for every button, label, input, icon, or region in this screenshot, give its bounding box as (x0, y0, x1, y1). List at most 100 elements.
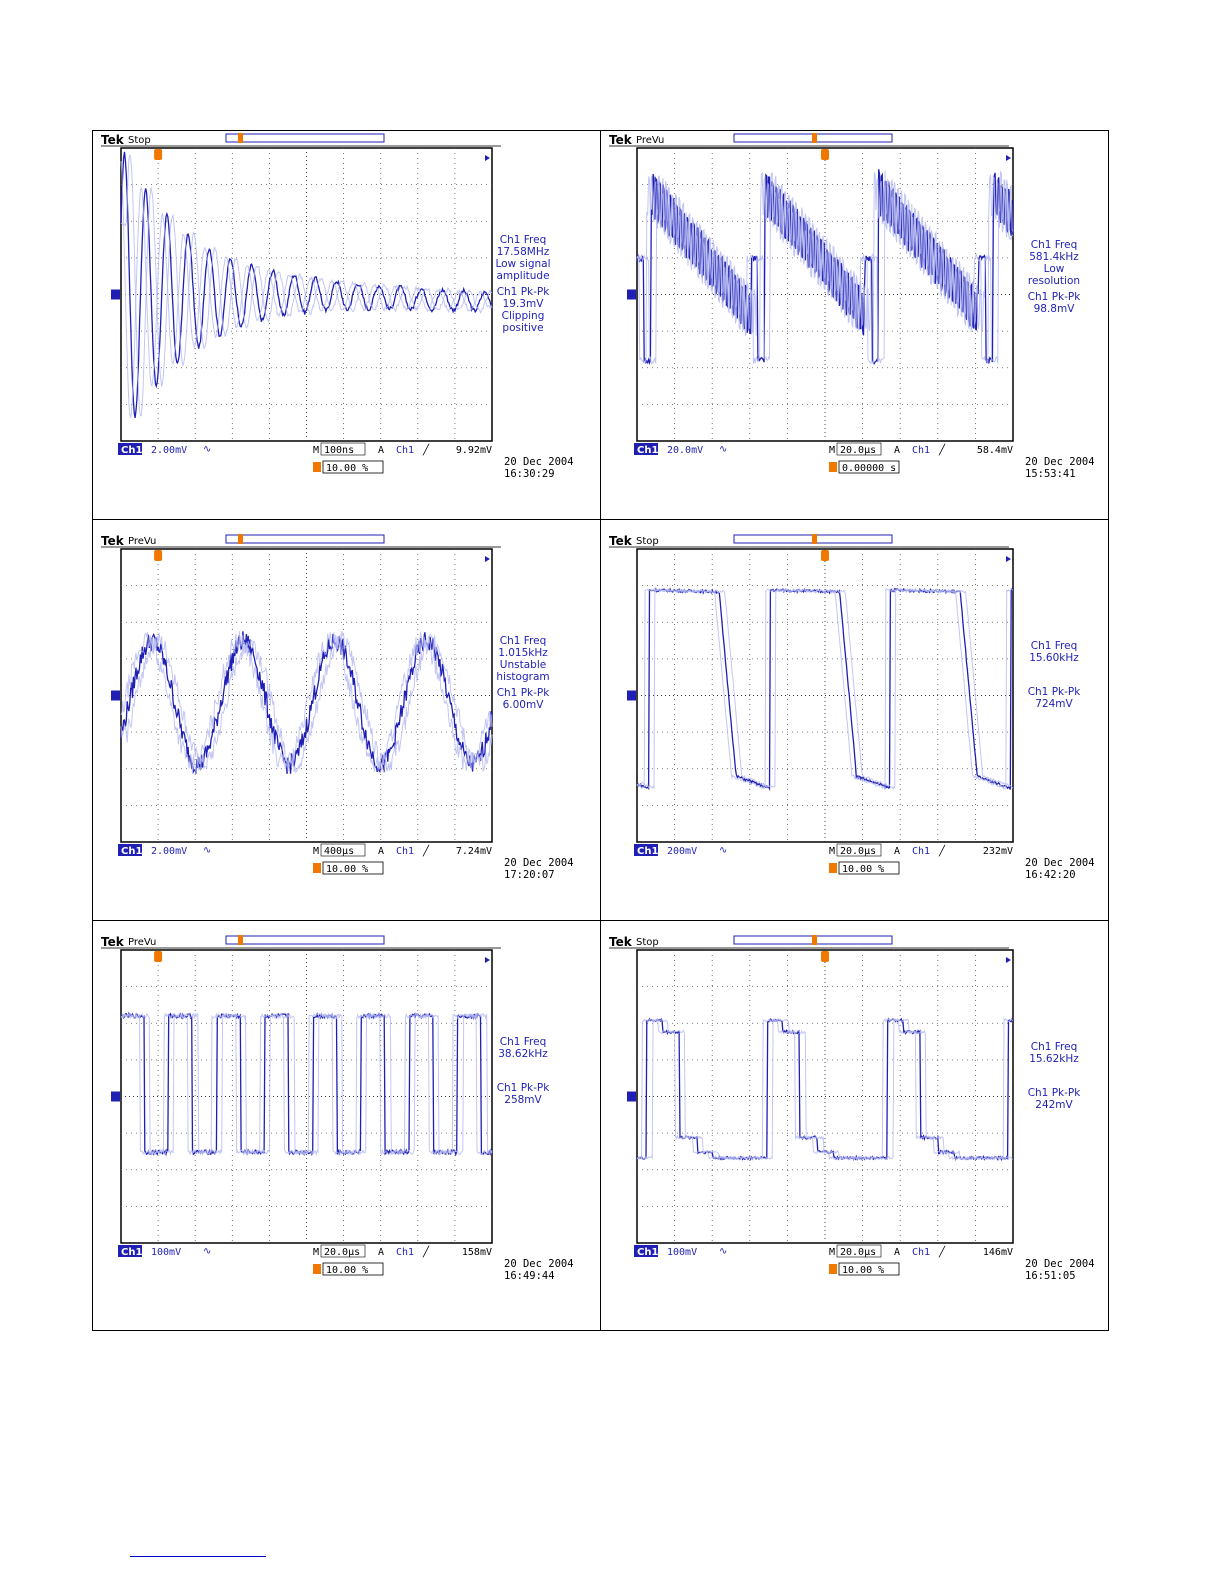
bandwidth-limit-icon: ∿ (719, 1246, 727, 1257)
trigger-position-small-icon (829, 1264, 837, 1274)
scope-figure-table: Tek Stop Ch1 Freq 17.58MHz Low signal amplitu… (92, 130, 1109, 1331)
measurement-readout: Ch1 Freq (500, 234, 547, 246)
graticule-frame (120, 548, 493, 843)
trigger-position-small-icon (313, 1264, 321, 1274)
trigger-source: Ch1 (396, 445, 414, 456)
record-bar (225, 133, 385, 143)
record-position-marker (238, 534, 243, 544)
timebase-label: M (829, 846, 835, 857)
vertical-scale: 20.0mV (667, 445, 703, 456)
scope-panel-3: Tek PreVu Ch1 Freq 1.015kHz Unstable histogra… (101, 532, 606, 920)
channel-label: Ch1 (121, 1247, 142, 1258)
channel-badge (118, 844, 142, 856)
trigger-mode: A (378, 1247, 384, 1258)
tek-logo: Tek (609, 133, 633, 147)
timebase-box (836, 442, 882, 456)
trigger-position-box (838, 1262, 900, 1276)
trigger-position-icon (154, 149, 163, 160)
measurement-readout: histogram (496, 671, 549, 683)
waveform-trace (120, 151, 493, 419)
channel-badge (634, 1245, 658, 1257)
capture-date: 20 Dec 2004 (1025, 456, 1095, 468)
timebase-box (836, 1244, 882, 1258)
trigger-level-icon (485, 556, 490, 562)
waveform-persistence (120, 161, 493, 419)
scope-panel-5: Tek PreVu Ch1 Freq 38.62kHz Ch1 Pk-Pk 258mV Ch… (101, 933, 606, 1331)
trigger-level-icon (485, 155, 490, 161)
measurement-readout: Low (1044, 263, 1065, 275)
measurement-readout: amplitude (496, 270, 549, 282)
channel-label: Ch1 (121, 445, 142, 456)
measurement-readout: Ch1 Pk-Pk (497, 1082, 551, 1094)
graticule-frame (120, 949, 493, 1244)
bandwidth-limit-icon: ∿ (203, 845, 211, 856)
acquisition-state: Stop (636, 937, 659, 948)
trigger-position-icon (821, 550, 829, 561)
measurement-readout: 38.62kHz (498, 1048, 548, 1060)
measurement-readout: 98.8mV (1034, 303, 1076, 315)
trigger-level: 232mV (983, 846, 1013, 857)
footnote-rule (130, 1556, 266, 1557)
measurement-readout: Ch1 Freq (500, 635, 547, 647)
trigger-slope-icon: ╱ (422, 443, 430, 456)
trigger-level-icon (1006, 556, 1011, 562)
measurement-readout: Ch1 Pk-Pk (497, 687, 551, 699)
trigger-position-box (322, 861, 384, 875)
channel-badge (634, 844, 658, 856)
measurement-readout: 19.3mV (503, 298, 545, 310)
measurement-readout: Ch1 Freq (1031, 239, 1078, 251)
trigger-level: 7.24mV (456, 846, 492, 857)
measurement-readout: 258mV (504, 1094, 542, 1106)
trigger-level: 146mV (983, 1247, 1013, 1258)
trigger-slope-icon: ╱ (938, 443, 946, 456)
measurement-readout: Ch1 Freq (500, 1036, 547, 1048)
trigger-position-box (838, 861, 900, 875)
trigger-source: Ch1 (396, 1247, 414, 1258)
vertical-scale: 100mV (667, 1247, 697, 1258)
ground-level-icon (111, 1091, 120, 1102)
trigger-mode: A (894, 445, 900, 456)
ground-level-icon (111, 690, 120, 701)
trigger-level: 158mV (462, 1247, 492, 1258)
measurement-readout: Ch1 Freq (1031, 640, 1078, 652)
bandwidth-limit-icon: ∿ (203, 444, 211, 455)
record-bar (225, 935, 385, 945)
vertical-scale: 100mV (151, 1247, 181, 1258)
waveform-trace (120, 631, 493, 774)
trigger-mode: A (378, 846, 384, 857)
measurement-readout: 6.00mV (503, 699, 545, 711)
channel-label: Ch1 (637, 846, 658, 857)
acquisition-state: PreVu (128, 536, 156, 547)
capture-time: 16:30:29 (504, 468, 555, 480)
trigger-slope-icon: ╱ (422, 844, 430, 857)
trigger-mode: A (378, 445, 384, 456)
trigger-position-icon (154, 951, 163, 962)
ground-level-icon (111, 289, 120, 300)
trigger-position-value: 0.00000 s (842, 463, 896, 474)
scope-panel-6: Tek Stop Ch1 Freq 15.62kHz Ch1 Pk-Pk 242mV Ch1… (609, 933, 1114, 1331)
timebase-label: M (313, 1247, 319, 1258)
trigger-level: 58.4mV (977, 445, 1013, 456)
trigger-level-icon (1006, 957, 1011, 963)
timebase-label: M (313, 846, 319, 857)
trigger-level: 9.92mV (456, 445, 492, 456)
measurement-readout: Ch1 Pk-Pk (497, 286, 551, 298)
measurement-readout: 1.015kHz (498, 647, 548, 659)
measurement-readout: 15.60kHz (1029, 652, 1079, 664)
measurement-readout: Ch1 Pk-Pk (1028, 686, 1082, 698)
timebase-label: M (313, 445, 319, 456)
trigger-source: Ch1 (912, 1247, 930, 1258)
trigger-position-box (838, 460, 900, 474)
trigger-position-icon (821, 149, 829, 160)
trigger-position-small-icon (313, 462, 321, 472)
scope-panel-4: Tek Stop Ch1 Freq 15.60kHz Ch1 Pk-Pk 724mV Ch1… (609, 532, 1114, 920)
timebase-value: 100ns (324, 445, 354, 456)
tek-logo: Tek (609, 935, 633, 949)
trigger-position-value: 10.00 % (326, 463, 368, 474)
scope-panel-2: Tek PreVu Ch1 Freq 581.4kHz Low resolution Ch1… (609, 131, 1114, 519)
trigger-position-box (322, 460, 384, 474)
record-position-marker (238, 133, 243, 143)
column-divider (600, 131, 601, 1330)
waveform-persistence (120, 631, 493, 774)
capture-date: 20 Dec 2004 (504, 456, 574, 468)
